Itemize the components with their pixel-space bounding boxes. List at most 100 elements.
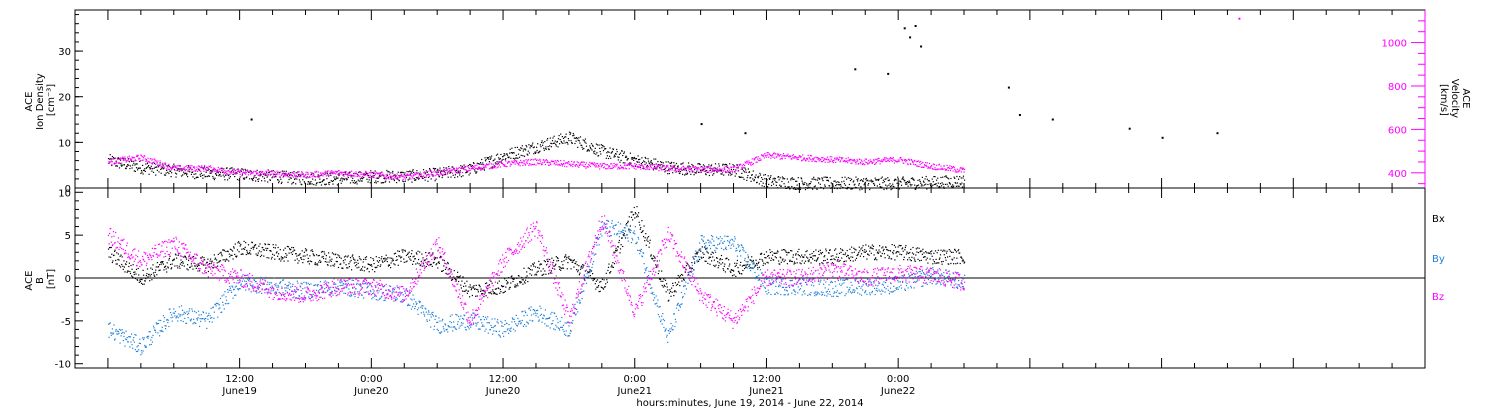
velocity-point bbox=[414, 172, 416, 174]
velocity-point bbox=[424, 173, 426, 175]
bx-point bbox=[476, 295, 478, 297]
density-point bbox=[850, 188, 852, 190]
density-point bbox=[684, 174, 686, 176]
velocity-point bbox=[581, 161, 583, 163]
bx-point bbox=[724, 263, 726, 265]
velocity-point bbox=[786, 155, 788, 157]
bx-point bbox=[342, 267, 344, 269]
density-point bbox=[284, 173, 286, 175]
velocity-point bbox=[388, 174, 391, 176]
bx-point bbox=[307, 261, 309, 263]
bx-point bbox=[877, 251, 879, 253]
velocity-point bbox=[568, 161, 570, 163]
density-point bbox=[851, 178, 853, 180]
density-point bbox=[443, 167, 445, 169]
bx-point bbox=[825, 250, 827, 252]
velocity-point bbox=[828, 159, 830, 161]
density-point bbox=[527, 150, 529, 152]
velocity-point bbox=[391, 176, 393, 178]
velocity-point bbox=[447, 172, 449, 174]
bx-point bbox=[593, 278, 595, 280]
velocity-point bbox=[122, 159, 124, 162]
bx-point bbox=[499, 292, 501, 294]
velocity-point bbox=[620, 167, 622, 169]
axis-ticks bbox=[75, 10, 1426, 368]
density-point bbox=[251, 179, 253, 181]
velocity-point bbox=[559, 164, 561, 167]
density-point bbox=[956, 175, 958, 178]
velocity-point bbox=[751, 158, 753, 160]
velocity-point bbox=[530, 164, 532, 166]
velocity-point bbox=[154, 159, 156, 161]
bx-point bbox=[270, 250, 272, 252]
velocity-point bbox=[491, 163, 493, 165]
density-point bbox=[915, 188, 917, 190]
velocity-point bbox=[519, 161, 521, 163]
bx-point bbox=[244, 248, 246, 250]
density-point bbox=[127, 158, 129, 160]
velocity-point bbox=[324, 173, 326, 175]
bx-point bbox=[834, 259, 836, 261]
density-point bbox=[349, 171, 351, 173]
density-point bbox=[711, 168, 713, 170]
bx-point bbox=[161, 261, 163, 263]
density-point bbox=[907, 181, 909, 183]
density-point bbox=[509, 148, 511, 150]
velocity-point bbox=[283, 172, 285, 174]
bx-point bbox=[315, 264, 317, 266]
density-point bbox=[932, 184, 934, 186]
velocity-point bbox=[894, 159, 896, 161]
bx-point bbox=[950, 262, 952, 265]
density-point bbox=[656, 168, 658, 170]
bx-point bbox=[691, 267, 693, 269]
bx-point bbox=[325, 255, 327, 257]
bx-point bbox=[650, 254, 652, 256]
velocity-point bbox=[855, 163, 857, 165]
density-point bbox=[478, 167, 480, 169]
bx-point bbox=[142, 269, 144, 271]
velocity-point bbox=[882, 158, 884, 160]
density-point bbox=[150, 165, 152, 167]
density-point bbox=[155, 174, 157, 176]
velocity-point bbox=[830, 158, 832, 160]
density-point bbox=[111, 155, 113, 158]
density-point bbox=[964, 179, 966, 181]
density-point bbox=[644, 156, 646, 158]
bx-point bbox=[110, 256, 112, 258]
bx-point bbox=[663, 278, 665, 280]
density-point bbox=[502, 156, 504, 158]
bx-point bbox=[708, 256, 710, 258]
density-point bbox=[821, 177, 823, 179]
bx-point bbox=[117, 253, 119, 255]
velocity-point bbox=[399, 175, 402, 177]
bx-point bbox=[848, 258, 850, 260]
bx-point bbox=[449, 268, 451, 270]
bx-point bbox=[798, 255, 800, 257]
y-tick-label: 0 bbox=[65, 184, 71, 195]
bx-point bbox=[281, 258, 283, 260]
density-point bbox=[900, 181, 902, 183]
density-point bbox=[536, 146, 538, 148]
density-point bbox=[616, 151, 618, 153]
bx-point bbox=[423, 265, 425, 267]
velocity-point bbox=[460, 167, 462, 169]
bx-point bbox=[853, 247, 855, 249]
bx-point bbox=[528, 277, 530, 279]
bx-point bbox=[599, 281, 601, 283]
velocity-point bbox=[222, 171, 224, 173]
density-point bbox=[435, 168, 437, 170]
velocity-point bbox=[272, 176, 274, 178]
velocity-point bbox=[234, 170, 236, 172]
velocity-point bbox=[197, 165, 200, 167]
bx-point bbox=[118, 259, 120, 261]
velocity-point bbox=[432, 175, 434, 177]
bx-point bbox=[663, 284, 665, 286]
bx-point bbox=[510, 276, 512, 278]
density-point bbox=[799, 186, 801, 188]
velocity-point bbox=[264, 174, 266, 176]
velocity-point bbox=[576, 161, 578, 163]
density-point bbox=[810, 187, 813, 189]
bx-point bbox=[760, 253, 762, 255]
x-tick-date: June21 bbox=[616, 386, 652, 397]
bx-point bbox=[491, 293, 493, 295]
